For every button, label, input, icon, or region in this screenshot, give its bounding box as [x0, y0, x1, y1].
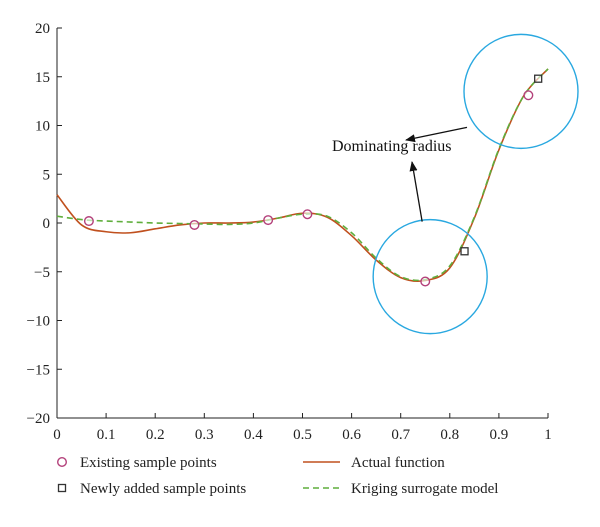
annotation-arrow [409, 161, 423, 222]
y-tick-label: −20 [27, 411, 50, 427]
x-tick-label: 0.7 [391, 427, 410, 443]
y-tick-label: 0 [43, 216, 51, 232]
legend-actual-label: Actual function [351, 455, 445, 471]
existing-sample-point [302, 209, 313, 220]
x-tick-label: 0.4 [244, 427, 263, 443]
dominating-radius-circle [372, 218, 488, 335]
existing-sample-point [420, 276, 431, 287]
x-tick-label: 0.5 [293, 427, 312, 443]
y-tick-label: −10 [27, 314, 50, 330]
y-tick-label: 20 [35, 21, 50, 37]
x-tick-label: 0.6 [342, 427, 361, 443]
dominating-radius-circle [463, 33, 579, 150]
x-tick-label: 1 [544, 427, 552, 443]
annotation-arrow [405, 126, 468, 143]
y-tick-label: 15 [35, 70, 50, 86]
existing-sample-point [523, 90, 534, 101]
legend-new-marker [57, 483, 67, 493]
annotation-dominating-radius: Dominating radius [332, 138, 452, 155]
new-sample-point [460, 247, 469, 256]
y-tick-label: −5 [34, 265, 50, 281]
y-tick-label: −15 [27, 362, 50, 378]
kriging-surrogate-line [56, 68, 549, 282]
x-tick-label: 0.3 [195, 427, 214, 443]
legend-existing-label: Existing sample points [80, 455, 217, 471]
existing-sample-point [83, 216, 94, 227]
actual-function-line [56, 68, 549, 283]
existing-sample-point [263, 215, 274, 226]
x-tick-label: 0 [53, 427, 61, 443]
existing-sample-point [189, 219, 200, 230]
legend-kriging-label: Kriging surrogate model [351, 481, 498, 497]
legend-new-label: Newly added sample points [80, 481, 246, 497]
y-tick-label: 5 [43, 167, 51, 183]
x-tick-label: 0.2 [146, 427, 165, 443]
legend-existing-marker [57, 457, 68, 468]
x-tick-label: 0.9 [490, 427, 509, 443]
new-sample-point [534, 74, 543, 83]
y-tick-label: 10 [35, 119, 50, 135]
x-tick-label: 0.8 [440, 427, 459, 443]
x-tick-label: 0.1 [97, 427, 116, 443]
